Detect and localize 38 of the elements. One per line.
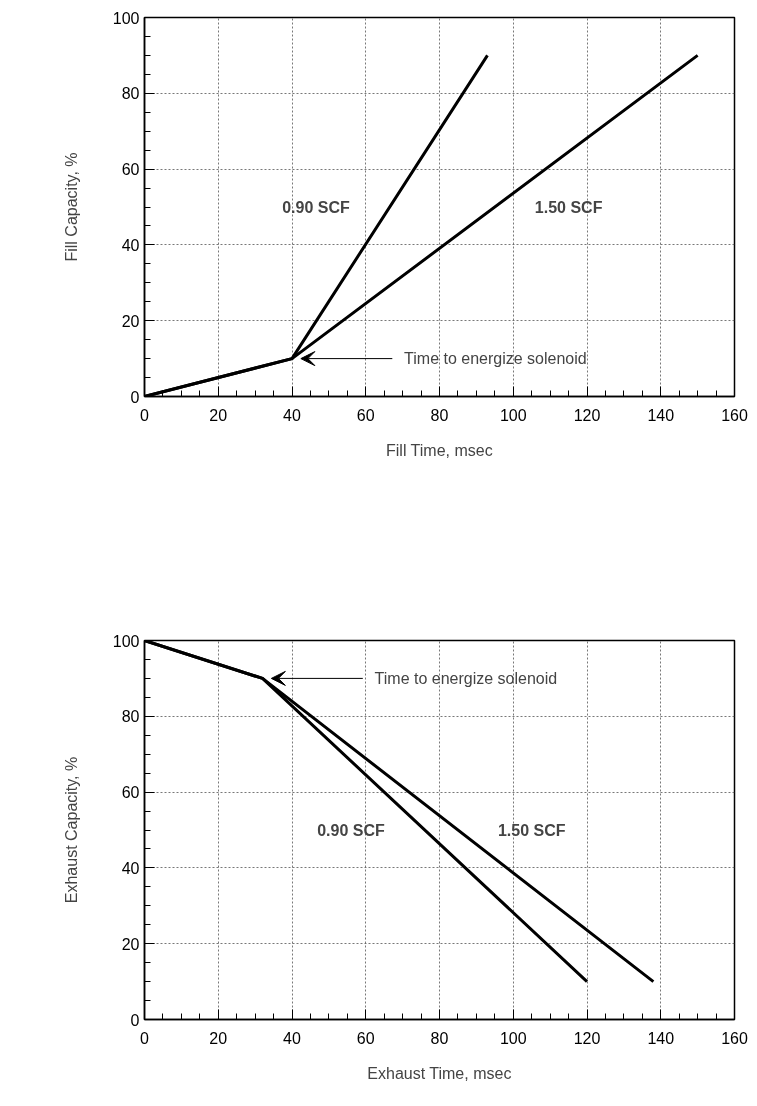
y-tick-label: 40 <box>121 236 140 254</box>
annotation: Time to energize solenoid <box>374 669 558 687</box>
y-axis-title: Exhaust Capacity, % <box>62 756 80 904</box>
x-tick-label: 120 <box>573 406 601 424</box>
x-tick-label: 100 <box>499 406 527 424</box>
x-tick-label: 160 <box>721 1029 748 1047</box>
y-tick-label: 20 <box>121 935 140 953</box>
y-tick-label: 40 <box>121 859 140 877</box>
x-tick-label: 80 <box>430 406 449 424</box>
x-tick-label: 120 <box>573 1029 601 1047</box>
x-tick-label: 60 <box>356 406 375 424</box>
x-axis-title: Fill Time, msec <box>386 441 493 459</box>
y-tick-label: 0 <box>130 1011 140 1029</box>
series-label: 0.90 SCF <box>317 821 385 839</box>
y-tick-label: 60 <box>121 161 140 179</box>
y-tick-label: 0 <box>130 388 140 406</box>
x-tick-label: 40 <box>283 406 301 424</box>
x-tick-label: 80 <box>430 1029 449 1047</box>
y-axis-title: Fill Capacity, % <box>62 152 80 262</box>
x-tick-label: 40 <box>283 1029 301 1047</box>
y-tick-label: 20 <box>121 312 140 330</box>
x-tick-label: 140 <box>647 406 675 424</box>
y-tick-label: 100 <box>112 632 140 650</box>
x-tick-label: 60 <box>356 1029 375 1047</box>
x-tick-label: 20 <box>209 1029 228 1047</box>
x-tick-label: 140 <box>647 1029 675 1047</box>
y-tick-label: 80 <box>121 85 140 103</box>
series-label: 0.90 SCF <box>282 198 350 216</box>
series-label: 1.50 SCF <box>534 198 603 216</box>
x-tick-label: 20 <box>209 406 228 424</box>
x-axis-title: Exhaust Time, msec <box>367 1064 512 1082</box>
x-tick-label: 160 <box>721 406 748 424</box>
y-tick-label: 80 <box>121 708 140 726</box>
x-tick-label: 100 <box>499 1029 527 1047</box>
annotation: Time to energize solenoid <box>404 350 587 368</box>
series-label: 1.50 SCF <box>497 821 566 839</box>
y-tick-label: 100 <box>112 9 140 27</box>
y-tick-label: 60 <box>121 784 140 802</box>
